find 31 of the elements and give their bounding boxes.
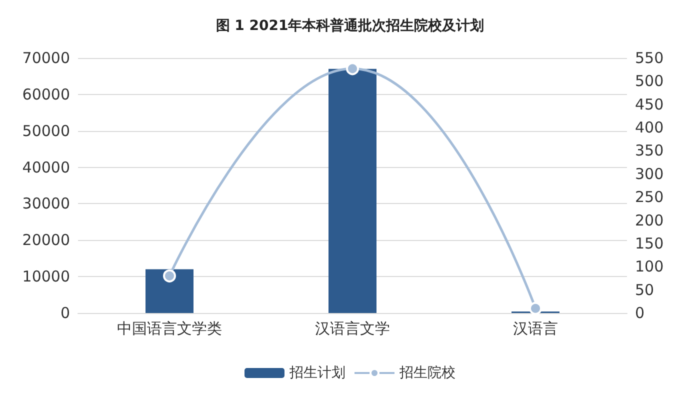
y2-tick-label: 400 <box>635 118 664 137</box>
point <box>163 269 176 282</box>
x-tick-label: 汉语言文学 <box>315 320 390 338</box>
y-tick-label: 20000 <box>22 231 70 250</box>
y-tick-label: 10000 <box>22 268 70 286</box>
bar <box>146 269 194 313</box>
y2-tick-label: 0 <box>635 304 645 322</box>
x-tick-label: 汉语言 <box>513 320 558 338</box>
y-tick-label: 40000 <box>22 158 70 176</box>
x-tick-label: 中国语言文学类 <box>117 320 222 338</box>
y2-tick-label: 550 <box>635 49 664 67</box>
chart-title: 图 1 2021年本科普通批次招生院校及计划 <box>216 17 484 34</box>
y2-tick-label: 350 <box>635 142 664 160</box>
y-tick-label: 30000 <box>22 194 70 213</box>
y-tick-label: 0 <box>60 304 70 322</box>
y2-tick-label: 300 <box>635 164 664 183</box>
y2-tick-label: 250 <box>635 188 664 206</box>
y2-tick-label: 200 <box>635 211 664 230</box>
y2-tick-label: 50 <box>635 280 654 299</box>
y2-tick-label: 100 <box>635 258 664 276</box>
point <box>346 62 359 76</box>
bar <box>328 68 376 313</box>
y2-tick-label: 150 <box>635 234 664 252</box>
y2-tick-label: 500 <box>635 72 664 90</box>
legend-label: 招生计划 <box>288 365 346 381</box>
point <box>529 302 542 315</box>
y-tick-label: 50000 <box>22 122 70 140</box>
y-tick-label: 70000 <box>22 49 70 67</box>
y-tick-label: 60000 <box>22 85 70 104</box>
legend-label: 招生院校 <box>398 365 456 381</box>
y2-tick-label: 450 <box>635 95 664 114</box>
